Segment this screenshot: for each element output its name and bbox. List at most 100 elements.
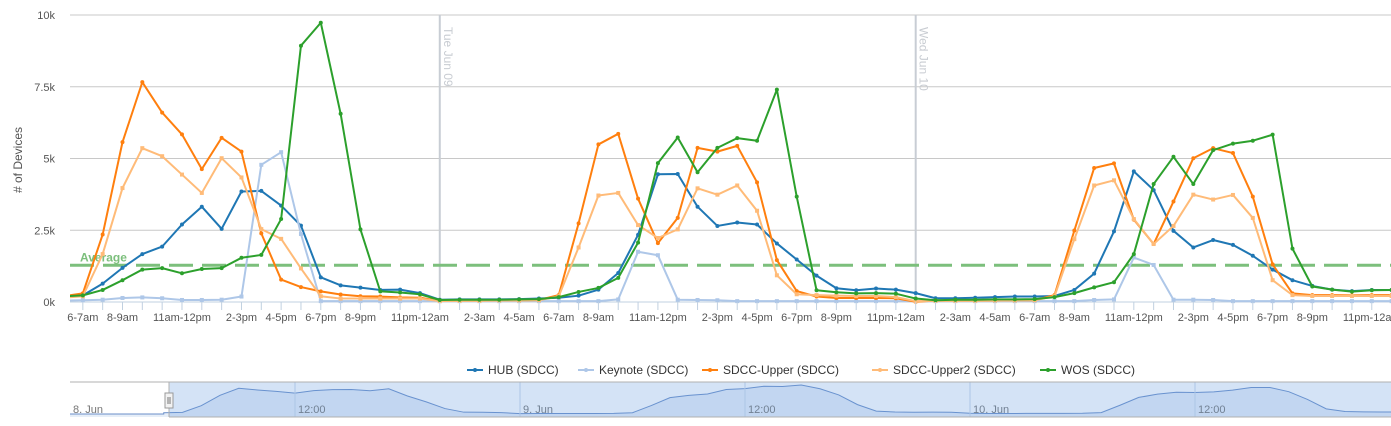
data-point[interactable] xyxy=(1230,299,1235,304)
data-point[interactable] xyxy=(675,215,680,220)
data-point[interactable] xyxy=(1270,132,1275,137)
data-point[interactable] xyxy=(179,132,184,137)
data-point[interactable] xyxy=(1211,297,1216,302)
data-point[interactable] xyxy=(953,297,958,302)
data-point[interactable] xyxy=(378,299,383,304)
data-point[interactable] xyxy=(100,297,105,302)
data-point[interactable] xyxy=(279,277,284,282)
data-point[interactable] xyxy=(893,291,898,296)
data-point[interactable] xyxy=(100,252,105,257)
data-point[interactable] xyxy=(259,227,264,232)
data-point[interactable] xyxy=(199,190,204,195)
data-point[interactable] xyxy=(1131,252,1136,257)
data-point[interactable] xyxy=(61,296,65,300)
data-point[interactable] xyxy=(259,162,264,167)
data-point[interactable] xyxy=(576,293,581,298)
data-point[interactable] xyxy=(715,223,720,228)
data-point[interactable] xyxy=(616,271,621,276)
data-point[interactable] xyxy=(1052,295,1057,300)
data-point[interactable] xyxy=(675,171,680,176)
data-point[interactable] xyxy=(179,222,184,227)
data-point[interactable] xyxy=(140,295,145,300)
data-point[interactable] xyxy=(298,231,303,236)
data-point[interactable] xyxy=(1191,182,1196,187)
data-point[interactable] xyxy=(179,297,184,302)
data-point[interactable] xyxy=(160,110,165,115)
data-point[interactable] xyxy=(1369,293,1374,298)
data-point[interactable] xyxy=(338,299,343,304)
data-point[interactable] xyxy=(1072,299,1077,304)
data-point[interactable] xyxy=(655,172,660,177)
data-point[interactable] xyxy=(239,189,244,194)
data-point[interactable] xyxy=(973,297,978,302)
data-point[interactable] xyxy=(1270,267,1275,272)
data-point[interactable] xyxy=(61,294,65,298)
data-point[interactable] xyxy=(80,298,85,303)
legend[interactable]: HUB (SDCC) Keynote (SDCC) SDCC-Upper (SDCC… xyxy=(467,363,1135,377)
data-point[interactable] xyxy=(1230,192,1235,197)
data-point[interactable] xyxy=(1211,148,1216,153)
data-point[interactable] xyxy=(735,299,740,304)
data-point[interactable] xyxy=(1230,151,1235,156)
data-point[interactable] xyxy=(219,266,224,271)
data-point[interactable] xyxy=(318,289,323,294)
data-point[interactable] xyxy=(556,299,561,304)
data-point[interactable] xyxy=(239,255,244,260)
data-point[interactable] xyxy=(774,258,779,263)
data-point[interactable] xyxy=(417,299,422,304)
data-point[interactable] xyxy=(140,267,145,272)
data-point[interactable] xyxy=(398,287,403,292)
data-point[interactable] xyxy=(636,240,641,245)
data-point[interactable] xyxy=(1131,217,1136,222)
data-point[interactable] xyxy=(735,136,740,141)
data-point[interactable] xyxy=(1310,293,1315,298)
data-point[interactable] xyxy=(1270,262,1275,267)
data-point[interactable] xyxy=(378,296,383,301)
data-point[interactable] xyxy=(655,253,660,258)
data-point[interactable] xyxy=(61,299,65,303)
data-point[interactable] xyxy=(1191,297,1196,302)
data-point[interactable] xyxy=(1131,255,1136,260)
data-point[interactable] xyxy=(61,295,65,299)
data-point[interactable] xyxy=(1171,199,1176,204)
data-point[interactable] xyxy=(854,288,859,293)
data-point[interactable] xyxy=(179,172,184,177)
data-point[interactable] xyxy=(140,80,145,85)
data-point[interactable] xyxy=(318,275,323,280)
data-point[interactable] xyxy=(160,266,165,271)
data-point[interactable] xyxy=(1151,242,1156,247)
data-point[interactable] xyxy=(596,285,601,290)
data-point[interactable] xyxy=(1349,293,1354,298)
data-point[interactable] xyxy=(874,286,879,291)
data-point[interactable] xyxy=(219,156,224,161)
data-point[interactable] xyxy=(913,299,918,304)
data-point[interactable] xyxy=(1111,161,1116,166)
data-point[interactable] xyxy=(616,275,621,280)
data-point[interactable] xyxy=(636,249,641,254)
data-point[interactable] xyxy=(636,196,641,201)
data-point[interactable] xyxy=(80,293,85,298)
data-point[interactable] xyxy=(1111,280,1116,285)
data-point[interactable] xyxy=(199,167,204,172)
data-point[interactable] xyxy=(834,293,839,298)
data-point[interactable] xyxy=(695,145,700,150)
data-point[interactable] xyxy=(1250,215,1255,220)
data-point[interactable] xyxy=(1389,299,1391,304)
data-point[interactable] xyxy=(814,273,819,278)
data-point[interactable] xyxy=(755,222,760,227)
data-point[interactable] xyxy=(358,299,363,304)
data-point[interactable] xyxy=(239,294,244,299)
data-point[interactable] xyxy=(794,194,799,199)
data-point[interactable] xyxy=(298,43,303,48)
data-point[interactable] xyxy=(596,299,601,304)
data-point[interactable] xyxy=(893,299,898,304)
data-point[interactable] xyxy=(1211,197,1216,202)
data-point[interactable] xyxy=(735,183,740,188)
data-point[interactable] xyxy=(774,87,779,92)
legend-item[interactable]: SDCC-Upper (SDCC) xyxy=(702,363,839,377)
data-point[interactable] xyxy=(279,236,284,241)
data-point[interactable] xyxy=(279,150,284,155)
data-point[interactable] xyxy=(854,299,859,304)
data-point[interactable] xyxy=(160,154,165,159)
data-point[interactable] xyxy=(1171,223,1176,228)
